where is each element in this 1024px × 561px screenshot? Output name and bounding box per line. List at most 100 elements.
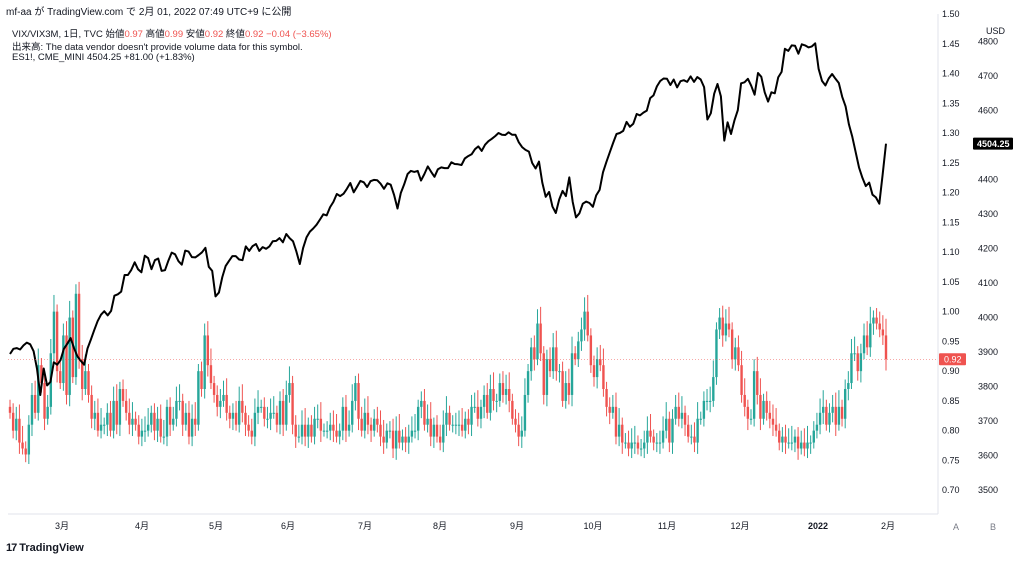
candle-body: [423, 400, 426, 425]
time-tick-label: 3月: [55, 521, 69, 531]
candle-body: [316, 418, 319, 420]
ratio-tick-label: 1.15: [942, 217, 960, 227]
candle-body: [756, 371, 759, 395]
time-axis[interactable]: 3月 4月 5月 6月 7月 8月 9月 10月 11月 12月 2022 2月: [55, 521, 895, 531]
time-tick-label: 8月: [433, 521, 447, 531]
candle-body: [539, 323, 542, 354]
candle-body: [153, 412, 156, 431]
candle-body: [118, 389, 122, 425]
ratio-axis[interactable]: 0.70 0.75 0.80 0.85 0.90 0.95 1.00 1.05 1.10 1.15…: [942, 9, 960, 495]
candle-body: [828, 412, 831, 425]
ratio-tick-label: 0.95: [942, 336, 960, 346]
candle-body: [319, 418, 323, 431]
candle-body: [526, 371, 530, 395]
ratio-tick-label: 1.10: [942, 247, 960, 257]
candle-body: [749, 418, 753, 420]
candle-body: [721, 317, 724, 336]
legend-change: −0.04 (−3.65%): [266, 29, 332, 40]
candle-body: [266, 418, 269, 420]
candle-body: [602, 365, 605, 389]
legend-overlay-series: ES1!, CME_MINI 4504.25 +81.00 (+1.83%): [12, 52, 195, 63]
candle-body: [219, 400, 222, 407]
candle-body: [325, 430, 329, 432]
candle-body: [30, 394, 34, 425]
candle-body: [231, 412, 235, 419]
time-tick-label: 6月: [281, 521, 295, 531]
candle-body: [702, 400, 706, 419]
candle-body: [815, 424, 819, 431]
candle-body: [112, 400, 115, 431]
candle-body: [413, 430, 417, 432]
candle-body: [822, 406, 825, 413]
candle-body: [109, 412, 112, 431]
candle-body: [730, 329, 734, 360]
tradingview-mark-icon: 17: [6, 542, 17, 554]
candle-body: [121, 389, 125, 401]
auto-scale-button[interactable]: A: [952, 522, 959, 532]
candle-body: [511, 400, 514, 419]
candle-body: [690, 436, 693, 438]
candle-body: [787, 442, 790, 444]
candle-body: [561, 371, 564, 401]
candle-body: [778, 430, 781, 443]
candle-body: [862, 335, 866, 354]
legend-symbol: VIX/VIX3M, 1日, TVC: [12, 29, 103, 40]
candle-body: [388, 430, 392, 432]
candle-body: [373, 418, 376, 431]
candle-body: [11, 412, 15, 431]
scale-b-button[interactable]: B: [989, 522, 996, 532]
candle-body: [592, 365, 596, 378]
ratio-tick-label: 0.75: [942, 455, 960, 465]
candle-body: [476, 406, 480, 419]
candle-body: [551, 347, 555, 372]
candle-body: [366, 412, 370, 425]
candle-body: [790, 442, 794, 444]
candle-body: [818, 412, 822, 425]
candle-body: [18, 418, 21, 443]
candle-body: [482, 394, 486, 407]
candle-body: [27, 424, 31, 455]
candle-body: [705, 400, 709, 402]
candle-body: [46, 406, 49, 419]
candle-body: [611, 406, 615, 413]
ratio-tick-label: 1.40: [942, 69, 960, 79]
candle-body: [96, 412, 100, 431]
candle-body: [649, 430, 652, 437]
price-tick-label: 3900: [978, 347, 998, 357]
candle-body: [514, 418, 517, 425]
candle-body: [856, 353, 859, 372]
candle-body: [504, 389, 508, 395]
tradingview-logo[interactable]: 17 TradingView: [6, 542, 84, 554]
candle-body: [275, 412, 279, 425]
price-axis[interactable]: USD 3500 3600 3700 3800 3900 4000 4100 4200 4300 4…: [978, 26, 1006, 495]
candle-body: [435, 424, 439, 437]
candle-body: [37, 365, 40, 413]
ratio-tick-label: 0.85: [942, 396, 960, 406]
candle-body: [335, 430, 338, 437]
candle-body: [636, 442, 640, 449]
candle-body: [737, 347, 740, 366]
candle-body: [520, 430, 523, 437]
candle-body: [146, 424, 150, 431]
candle-body: [62, 335, 65, 384]
candle-body: [206, 335, 210, 366]
candle-body: [259, 406, 263, 408]
axes: [8, 14, 939, 515]
candle-body: [752, 371, 756, 419]
candle-body: [686, 424, 690, 437]
candle-body: [759, 394, 762, 419]
candle-body: [555, 347, 558, 372]
legend-open-value: 0.97: [124, 29, 143, 40]
candle-body: [740, 365, 743, 395]
candle-body: [545, 359, 549, 395]
candle-body: [683, 412, 687, 425]
candle-body: [84, 371, 87, 389]
es-last-box: [973, 137, 1013, 150]
price-tick-label: 4100: [978, 278, 998, 288]
candle-body: [617, 424, 621, 437]
candle-body: [800, 442, 803, 449]
candle-body: [420, 400, 423, 407]
time-tick-label: 2022: [808, 521, 828, 531]
candle-body: [150, 412, 153, 425]
